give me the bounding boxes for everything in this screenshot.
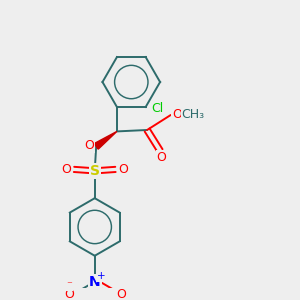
Text: Cl: Cl <box>152 102 164 115</box>
Text: O: O <box>172 108 182 121</box>
Text: O: O <box>64 288 74 300</box>
Text: +: + <box>97 271 105 281</box>
Text: N: N <box>89 275 100 289</box>
Polygon shape <box>94 131 117 149</box>
Text: O: O <box>157 151 166 164</box>
Text: S: S <box>90 164 100 178</box>
Text: ⁻: ⁻ <box>66 280 72 290</box>
Text: O: O <box>117 288 126 300</box>
Text: O: O <box>84 139 94 152</box>
Text: CH₃: CH₃ <box>182 108 205 121</box>
Text: O: O <box>118 163 128 176</box>
Text: O: O <box>61 163 71 176</box>
